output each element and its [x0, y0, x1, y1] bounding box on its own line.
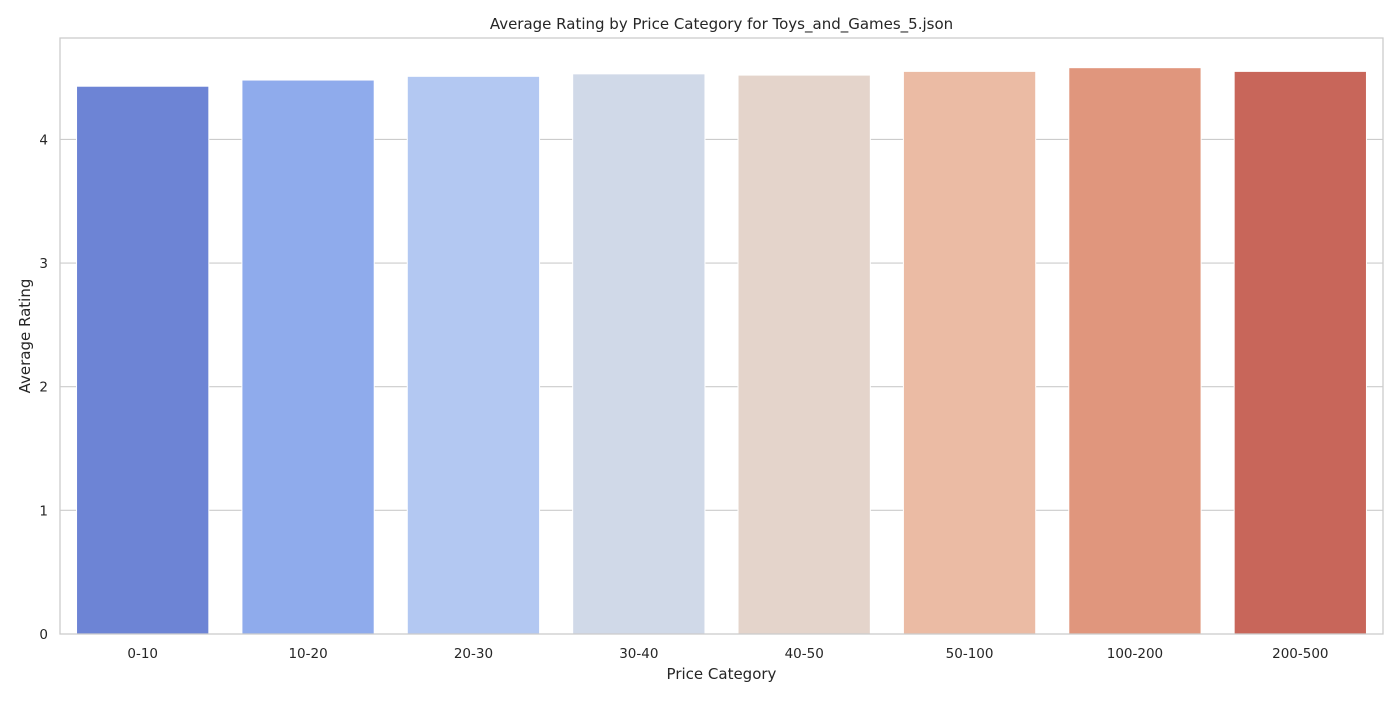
- y-tick-label: 1: [39, 503, 48, 519]
- bar-40-50: [737, 74, 871, 635]
- x-tick-label: 20-30: [454, 646, 493, 662]
- plot-frame: [59, 37, 1384, 635]
- x-tick-labels: 0-10 10-20 20-30 30-40 40-50 50-100 100-200 200…: [127, 646, 1328, 662]
- y-tick-label: 4: [39, 132, 48, 148]
- y-tick-labels: 0 1 2 3 4: [39, 132, 48, 643]
- y-tick-label: 0: [39, 627, 48, 643]
- y-tick-label: 2: [39, 380, 48, 396]
- bar-50-100: [902, 70, 1037, 635]
- bar-0-10: [76, 85, 210, 635]
- y-tick-label: 3: [39, 256, 48, 272]
- bar-10-20: [241, 79, 375, 635]
- x-tick-label: 100-200: [1107, 646, 1163, 662]
- x-tick-label: 200-500: [1272, 646, 1328, 662]
- x-tick-label: 30-40: [619, 646, 658, 662]
- x-tick-label: 0-10: [127, 646, 158, 662]
- bar-100-200: [1068, 67, 1202, 635]
- bar-30-40: [572, 73, 706, 635]
- x-tick-label: 40-50: [785, 646, 824, 662]
- y-axis-title: Average Rating: [16, 279, 34, 394]
- bar-200-500: [1233, 70, 1367, 635]
- x-tick-label: 10-20: [288, 646, 327, 662]
- bars: [76, 67, 1367, 635]
- x-axis-title: Price Category: [667, 665, 777, 683]
- bar-20-30: [406, 75, 541, 635]
- chart-title: Average Rating by Price Category for Toy…: [490, 15, 953, 34]
- x-tick-label: 50-100: [946, 646, 994, 662]
